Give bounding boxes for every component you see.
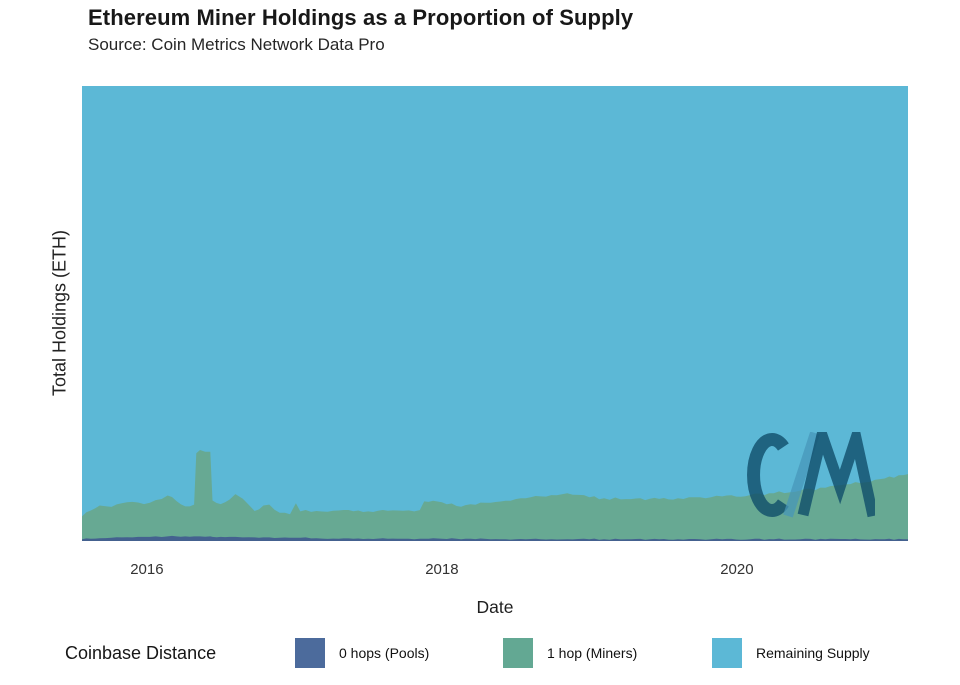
legend-item-miners: 1 hop (Miners): [503, 638, 637, 668]
remaining-supply-area: [82, 86, 908, 541]
x-tick-2018: 2018: [425, 561, 459, 578]
miners-legend-label: 1 hop (Miners): [547, 645, 638, 661]
stacked-area-svg: [82, 86, 908, 541]
pools-swatch: [295, 638, 325, 668]
x-tick-2016: 2016: [130, 561, 164, 578]
legend-item-remaining: Remaining Supply: [712, 638, 870, 668]
remaining-legend-label: Remaining Supply: [756, 645, 870, 661]
pools-area: [82, 535, 908, 541]
logo-m-glyph: [797, 432, 875, 518]
plot-area: [82, 86, 908, 541]
y-axis-label: Total Holdings (ETH): [49, 229, 70, 397]
chart-header: Ethereum Miner Holdings as a Proportion …: [88, 5, 633, 55]
remaining-swatch: [712, 638, 742, 668]
miners-swatch: [503, 638, 533, 668]
logo-slash-glyph: [783, 432, 820, 518]
x-axis-label: Date: [476, 597, 514, 617]
chart-title: Ethereum Miner Holdings as a Proportion …: [88, 5, 634, 30]
coin-metrics-watermark-logo: [747, 432, 875, 518]
x-tick-2020: 2020: [720, 561, 754, 578]
chart-source: Source: Coin Metrics Network Data Pro: [88, 35, 385, 54]
miners-area: [82, 450, 908, 541]
legend-item-pools: 0 hops (Pools): [295, 638, 429, 668]
legend-title: Coinbase Distance: [65, 643, 217, 663]
pools-legend-label: 0 hops (Pools): [339, 645, 430, 661]
logo-c-glyph: [747, 433, 789, 517]
